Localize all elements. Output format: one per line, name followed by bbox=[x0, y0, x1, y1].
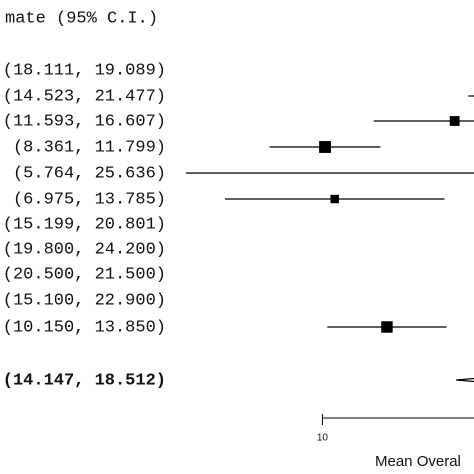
estimate-square bbox=[381, 321, 393, 333]
ci-label: (8.361, 11.799) bbox=[13, 138, 166, 157]
ci-label: (15.199, 20.801) bbox=[3, 215, 166, 234]
ci-label: (11.593, 16.607) bbox=[3, 112, 166, 131]
ci-label: (6.975, 13.785) bbox=[13, 190, 166, 209]
estimate-square bbox=[449, 116, 460, 126]
header: mate (95% C.I.) bbox=[5, 9, 158, 28]
ci-label: (18.111, 19.089) bbox=[3, 61, 166, 80]
ci-label: (19.800, 24.200) bbox=[3, 240, 166, 259]
estimate-square bbox=[319, 141, 331, 153]
estimate-square bbox=[330, 194, 339, 204]
overall-diamond bbox=[456, 377, 474, 383]
ci-label: (5.764, 25.636) bbox=[13, 164, 166, 183]
ci-label: (20.500, 21.500) bbox=[3, 265, 166, 284]
overall-ci-label: (14.147, 18.512) bbox=[3, 371, 166, 390]
ci-label: (14.523, 21.477) bbox=[3, 87, 166, 106]
ci-label: (15.100, 22.900) bbox=[3, 291, 166, 310]
x-axis-label: Mean Overal bbox=[375, 453, 461, 470]
x-tick-label: 10 bbox=[317, 433, 329, 444]
ci-label: (10.150, 13.850) bbox=[3, 318, 166, 337]
